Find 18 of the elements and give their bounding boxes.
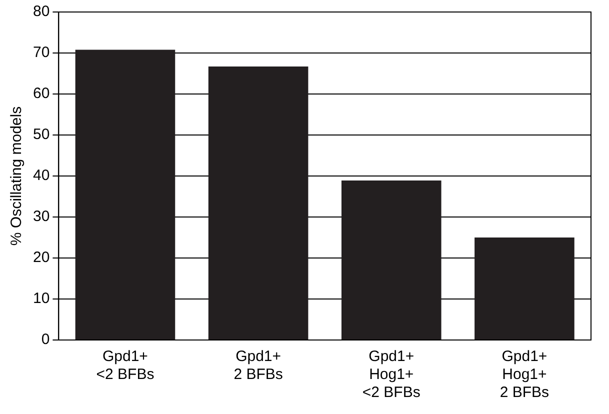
bar <box>341 180 442 340</box>
y-tick-label: 30 <box>32 208 50 226</box>
y-tick-label: 40 <box>32 167 50 184</box>
y-tick-label: 0 <box>41 331 50 348</box>
y-tick-label: 10 <box>32 290 50 308</box>
x-tick-label: Gpd1+ Hog1+ <2 BFBs <box>362 348 420 402</box>
bar <box>208 66 308 340</box>
y-tick-label: 20 <box>32 249 50 266</box>
x-tick-label: Gpd1+ <2 BFBs <box>96 348 154 384</box>
x-tick-label: Gpd1+ Hog1+ 2 BFBs <box>500 348 550 402</box>
bar <box>474 238 574 340</box>
bar <box>75 50 176 340</box>
x-tick-label: Gpd1+ 2 BFBs <box>234 348 283 384</box>
y-tick-label: 80 <box>32 3 50 20</box>
y-axis-title: % Oscillating models <box>8 106 26 246</box>
y-tick-label: 60 <box>32 85 50 102</box>
y-tick-label: 70 <box>32 44 50 62</box>
y-tick-label: 50 <box>32 126 50 144</box>
